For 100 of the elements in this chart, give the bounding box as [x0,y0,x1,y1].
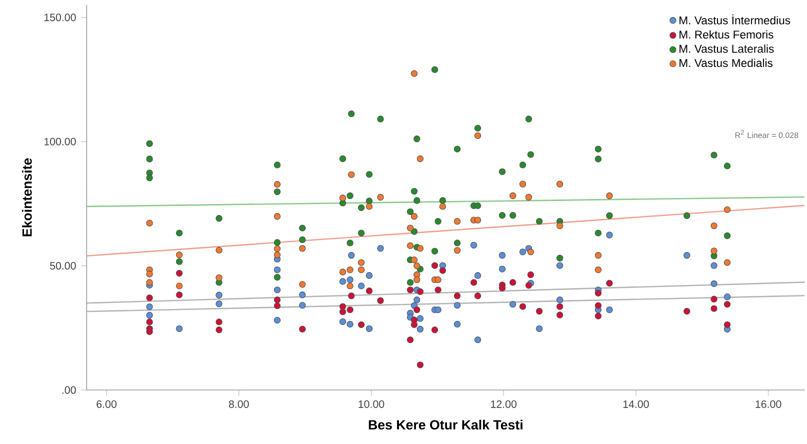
point [216,274,222,282]
x-axis-title: Bes Kere Otur Kalk Testi [368,420,522,430]
point [366,272,373,279]
point [299,302,306,309]
point [498,252,506,259]
point [348,292,355,300]
point [510,212,516,219]
point [606,212,613,219]
point [377,245,384,252]
point [439,267,446,274]
point [274,239,281,246]
point [710,305,718,312]
point [358,266,365,274]
point [434,286,442,294]
point [146,174,153,182]
point [216,215,222,222]
point [434,218,442,225]
point [498,284,506,292]
point [406,286,414,294]
point [176,258,183,265]
point [216,318,222,326]
point [414,276,420,284]
point [724,162,731,170]
point [454,302,461,309]
point [274,286,281,294]
point [556,262,564,269]
point [414,136,420,142]
point [274,302,281,310]
point [346,266,354,274]
point [358,204,365,212]
legend-label: M. Rektus Femoris [680,30,774,39]
point [594,290,602,296]
point [454,218,461,225]
point [710,248,718,254]
y-tick-label: 150.00 [44,14,76,22]
point [594,252,602,259]
point [519,180,526,188]
point [431,66,438,73]
point [274,266,281,274]
point [414,306,420,314]
point [606,306,613,314]
point [527,271,534,278]
point [346,306,354,314]
point [724,321,731,328]
point [594,312,602,320]
point [594,156,602,162]
point [519,162,526,168]
y-tick-label: 50.00 [50,262,76,270]
point [606,232,613,238]
point [536,218,543,225]
point [474,336,482,344]
point [299,326,306,332]
point [434,306,442,314]
point [339,278,346,285]
point [684,212,690,219]
point [410,256,418,264]
point [406,208,414,215]
point [724,232,731,240]
point [146,279,153,286]
point [684,308,690,315]
legend-label: M. Vastus Medialis [680,58,772,68]
point [710,280,718,288]
point [474,132,482,139]
point [454,146,461,152]
point [710,152,718,158]
point [377,116,384,122]
x-tick-label: 16.00 [756,400,782,408]
point [146,270,153,278]
point [434,276,442,284]
point [366,325,373,332]
point [536,325,543,332]
point [498,266,506,272]
point [410,321,418,328]
point [274,274,281,281]
point [594,230,602,236]
point [710,262,718,269]
point [146,328,153,335]
point [470,242,478,249]
point [274,162,281,168]
point [358,282,365,290]
point [556,303,564,310]
point [416,315,424,322]
point [216,246,222,254]
point [416,245,424,252]
point [274,245,281,252]
point [536,308,543,315]
y-tick-label: .00 [62,386,76,394]
point [146,294,153,302]
point [556,312,564,318]
point [710,296,718,302]
point [299,236,306,244]
point [346,240,354,246]
point [410,213,418,220]
point [299,292,306,298]
point [510,279,516,286]
point [527,151,534,158]
point [176,252,183,258]
x-tick-label: 14.00 [623,400,649,408]
point [527,248,534,256]
point [454,320,461,328]
